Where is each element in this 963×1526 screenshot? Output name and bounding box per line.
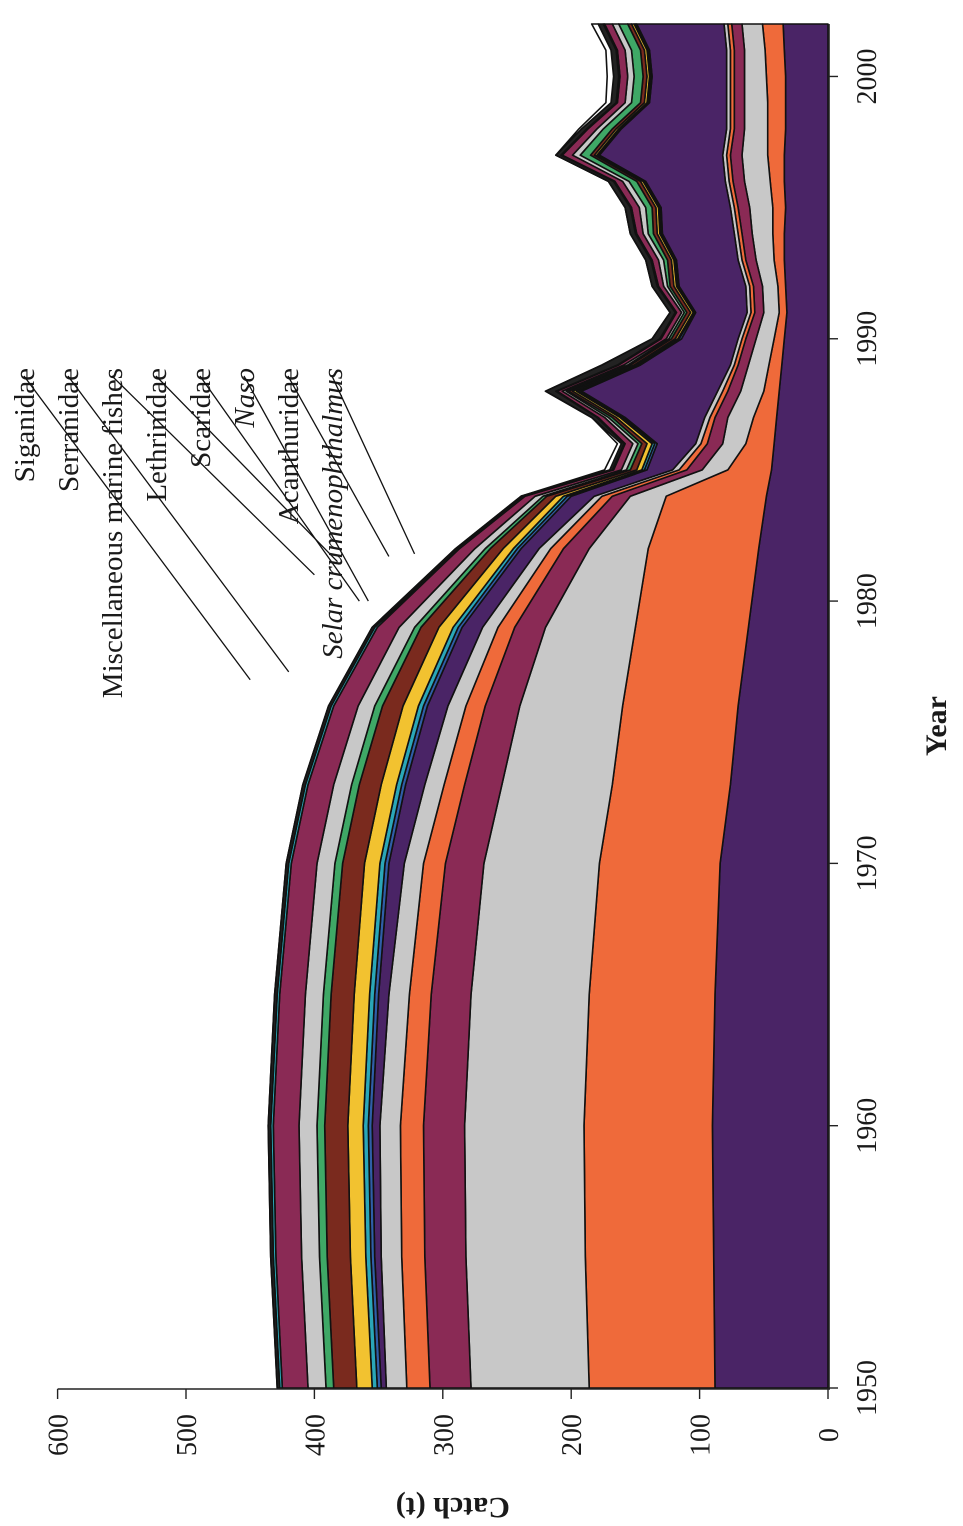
x-tick-label: 2000 bbox=[852, 48, 883, 104]
y-tick-label: 200 bbox=[557, 1414, 588, 1456]
x-axis-label: Year bbox=[920, 696, 953, 756]
area-series-band-17 bbox=[267, 23, 671, 1389]
legend-leader-line bbox=[331, 375, 416, 555]
area-series-group bbox=[267, 23, 829, 1389]
legend-entry: Siganidae bbox=[9, 368, 41, 482]
legend-leader-line bbox=[23, 375, 251, 681]
x-tick-label: 1960 bbox=[852, 1098, 883, 1154]
y-axis-label: Catch (t) bbox=[396, 1491, 510, 1521]
legend-entry: Lethrinidae bbox=[141, 368, 173, 502]
y-tick-label: 0 bbox=[814, 1428, 845, 1442]
y-tick-labels: 0 100 200 300 400 500 600 bbox=[44, 1414, 845, 1456]
legend-entry: Scaridae bbox=[185, 368, 217, 468]
legend-entry: Acanthuridae bbox=[273, 368, 305, 524]
y-tick-label: 500 bbox=[172, 1414, 203, 1456]
axes-group bbox=[56, 24, 838, 1399]
x-tick-label: 1990 bbox=[852, 311, 883, 367]
x-tick-label: 1950 bbox=[852, 1360, 883, 1416]
y-tick-label: 300 bbox=[429, 1414, 460, 1456]
legend-entry: Miscellaneous marine fishes bbox=[97, 368, 129, 698]
y-tick-label: 400 bbox=[300, 1414, 331, 1456]
legend-leader-line bbox=[111, 375, 315, 576]
x-tick-label: 1970 bbox=[852, 835, 883, 891]
legend-leader-line bbox=[243, 375, 369, 602]
y-tick-label: 100 bbox=[686, 1414, 717, 1456]
x-tick-label: 1980 bbox=[852, 573, 883, 629]
legend: Siganidae Serranidae Miscellaneous marine … bbox=[9, 368, 416, 698]
x-tick-labels: 1950 1960 1970 1980 1990 2000 bbox=[852, 48, 883, 1416]
legend-leader-line bbox=[199, 375, 360, 602]
legend-entry: Selar crumenophthalmus bbox=[317, 368, 349, 659]
legend-leader-line bbox=[155, 375, 338, 563]
legend-leader-line bbox=[287, 375, 390, 557]
legend-leader-line bbox=[67, 375, 290, 673]
y-tick-label: 600 bbox=[44, 1414, 75, 1456]
legend-entry: Serranidae bbox=[53, 368, 85, 492]
